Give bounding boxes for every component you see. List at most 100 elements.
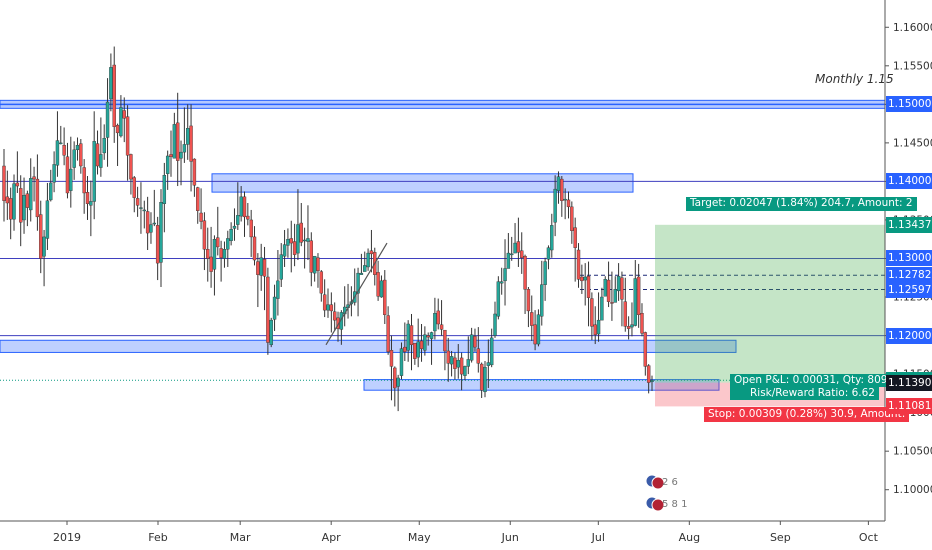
x-tick-label: 2019 xyxy=(53,531,81,544)
candle-body xyxy=(115,124,120,134)
candle xyxy=(389,335,394,401)
candle xyxy=(419,324,424,362)
candle-body xyxy=(129,154,133,180)
candle-body xyxy=(165,155,170,174)
candle-body xyxy=(319,271,324,294)
candle xyxy=(520,232,524,274)
candle-body xyxy=(573,227,577,248)
candle xyxy=(523,254,527,314)
watermark-top-text: 2 6 xyxy=(662,477,678,488)
candle xyxy=(399,342,404,380)
candle xyxy=(262,246,267,311)
zone-rect-0 xyxy=(211,173,634,193)
candle-body xyxy=(2,165,6,201)
candle xyxy=(55,111,60,177)
candle xyxy=(39,200,43,274)
candle-body xyxy=(109,67,113,100)
candle xyxy=(172,112,177,159)
candle xyxy=(643,331,648,376)
candle xyxy=(105,78,110,167)
candle-body xyxy=(466,359,470,367)
candle xyxy=(112,46,116,143)
candle-body xyxy=(433,313,437,332)
candle-body xyxy=(546,247,551,260)
candle xyxy=(135,186,140,217)
candle-body xyxy=(212,239,217,270)
candle-body xyxy=(289,238,293,244)
candle-body xyxy=(296,224,300,254)
candle-body xyxy=(286,239,290,246)
price-box-stop: 1.11081 xyxy=(886,398,932,415)
candle xyxy=(449,350,454,377)
candle-body xyxy=(489,337,494,366)
candle xyxy=(590,292,594,341)
candle-body xyxy=(202,220,207,250)
candle xyxy=(443,329,447,371)
candle xyxy=(530,295,534,341)
x-tick-label: Sep xyxy=(770,531,791,544)
x-tick-label: Jun xyxy=(501,531,519,544)
candle xyxy=(486,339,491,388)
candle-body xyxy=(306,238,310,242)
candle xyxy=(459,352,464,391)
candle xyxy=(272,284,277,331)
candle-body xyxy=(623,301,627,327)
candle-body xyxy=(356,272,360,294)
candle xyxy=(359,253,364,275)
y-tick-label: 1.14500 xyxy=(893,137,932,149)
candle xyxy=(186,104,190,160)
candle xyxy=(79,139,83,174)
x-tick-label: Oct xyxy=(859,531,879,544)
candle-body xyxy=(222,249,227,259)
candle-body xyxy=(389,350,394,367)
watermark-bottom-flag-us xyxy=(651,498,665,512)
x-tick-label: Mar xyxy=(230,531,251,544)
candle xyxy=(476,327,481,373)
candle-body xyxy=(446,350,450,364)
candle xyxy=(45,182,50,251)
candle xyxy=(32,166,36,202)
candle xyxy=(306,205,310,261)
candle-body xyxy=(252,236,257,261)
x-tick-label: Aug xyxy=(679,531,700,544)
candle-body xyxy=(513,242,517,254)
candle-body xyxy=(369,250,374,255)
trendline-layer[interactable] xyxy=(325,242,388,346)
candle xyxy=(473,328,477,352)
candle-body xyxy=(403,346,407,352)
candle xyxy=(82,159,86,214)
risk-reward-label: Risk/Reward Ratio: 6.62 xyxy=(730,387,879,400)
stop-label: Stop: 0.00309 (0.28%) 30.9, Amount: xyxy=(704,407,910,422)
candle-body xyxy=(563,198,567,201)
y-tick-label: 1.10000 xyxy=(893,484,932,496)
candle-body xyxy=(600,296,604,321)
price-box-level: 1.12000 xyxy=(886,327,932,344)
candle-body xyxy=(179,151,183,159)
candle xyxy=(396,374,400,412)
candle-body xyxy=(199,212,203,222)
candle-body xyxy=(276,280,280,299)
candle-body xyxy=(523,255,527,290)
candle xyxy=(363,251,367,272)
trendline xyxy=(325,242,388,346)
candle xyxy=(613,276,617,303)
candle xyxy=(142,200,146,229)
candle-body xyxy=(366,252,370,268)
candle xyxy=(463,365,467,381)
candle xyxy=(630,302,634,337)
candle xyxy=(506,233,511,269)
candle-body xyxy=(429,332,434,339)
candle-body xyxy=(155,225,160,264)
watermark-top-flag-us xyxy=(651,476,665,490)
candle-body xyxy=(259,257,263,276)
candle xyxy=(446,337,450,382)
candle xyxy=(99,117,103,177)
candle xyxy=(610,271,614,321)
candle-body xyxy=(236,215,240,225)
candle-body xyxy=(162,175,167,204)
candle-body xyxy=(586,276,591,298)
candle xyxy=(453,352,457,380)
candle-body xyxy=(89,201,93,206)
